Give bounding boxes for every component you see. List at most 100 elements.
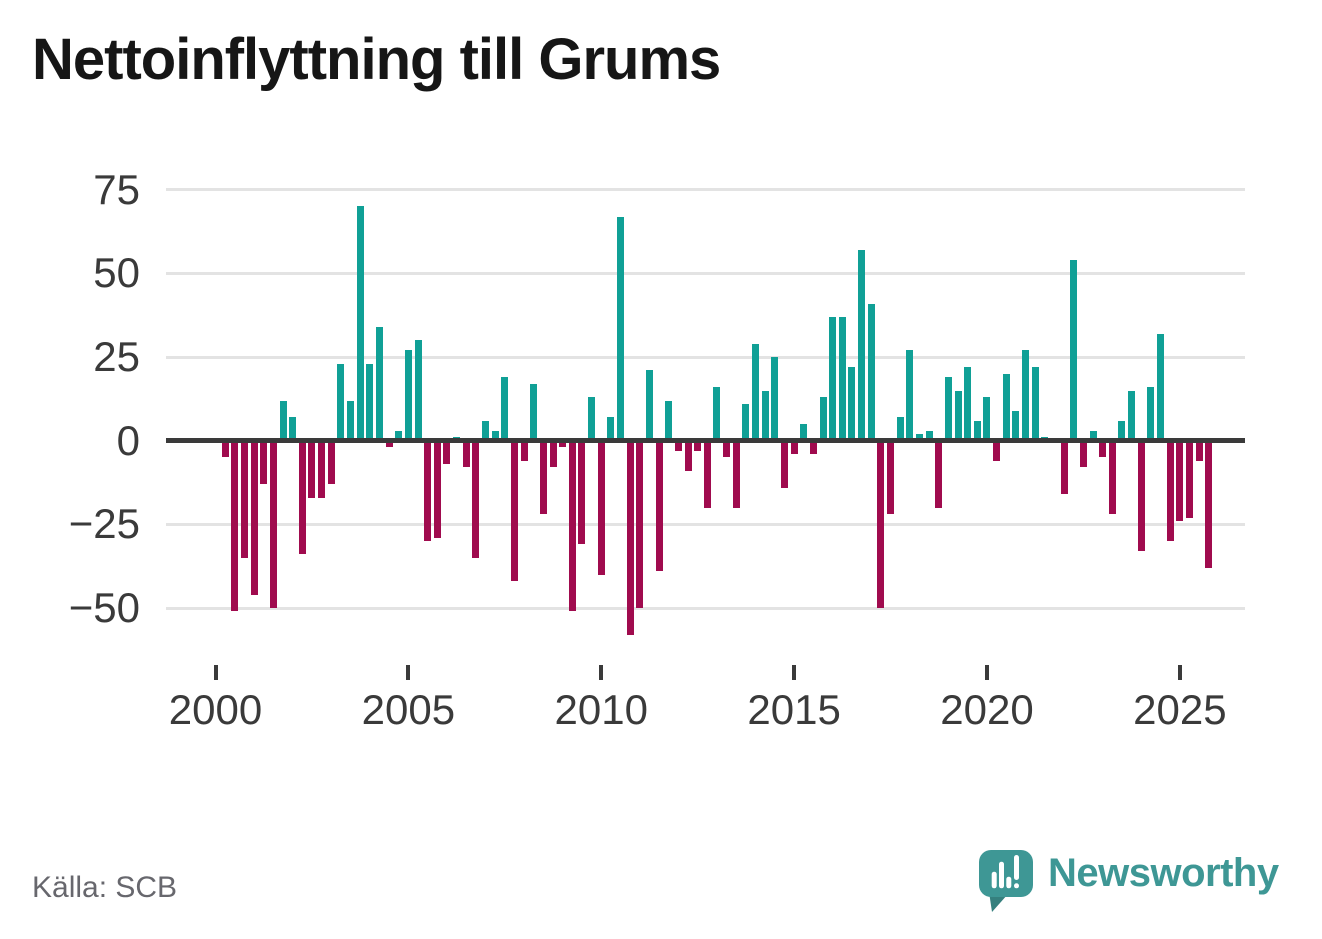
bar [462, 440, 470, 468]
bar [645, 370, 653, 441]
bar [491, 430, 499, 441]
bar [848, 367, 856, 441]
source-label: Källa: SCB [32, 871, 178, 904]
bar [993, 440, 1001, 461]
bar [607, 417, 615, 441]
x-tick-label: 2025 [1133, 686, 1227, 733]
bar [318, 440, 326, 498]
bar [819, 397, 827, 441]
y-tick-label: 50 [93, 249, 140, 297]
bar [655, 440, 663, 572]
bar [983, 397, 991, 441]
bar [838, 316, 846, 441]
bar [1031, 367, 1039, 441]
bar [925, 430, 933, 441]
bar [482, 420, 490, 441]
chart-title: Nettoinflyttning till Grums [32, 27, 721, 92]
x-tick-label: 2010 [554, 686, 648, 733]
bar [723, 440, 731, 458]
gridline [166, 606, 1245, 610]
gridline [166, 522, 1245, 526]
x-tick-mark [406, 665, 411, 680]
bar [694, 440, 702, 451]
gridline [166, 355, 1245, 359]
bar [752, 343, 760, 441]
bar [472, 440, 480, 558]
bar [404, 350, 412, 441]
bar [1079, 440, 1087, 468]
bar [674, 440, 682, 451]
bar [1128, 390, 1136, 441]
bar [269, 440, 277, 608]
bar [790, 440, 798, 455]
bar [780, 440, 788, 488]
bar [443, 440, 451, 465]
bar [1012, 410, 1020, 441]
bar [559, 440, 567, 448]
bar [395, 430, 403, 441]
x-tick-mark [792, 665, 797, 680]
x-tick-label: 2015 [747, 686, 841, 733]
bar [568, 440, 576, 612]
bar [1099, 440, 1107, 458]
bar [1205, 440, 1213, 568]
x-tick-mark [213, 665, 218, 680]
bar [896, 417, 904, 441]
y-tick-label: 25 [93, 333, 140, 381]
x-tick-label: 2005 [361, 686, 456, 733]
bar [1108, 440, 1116, 515]
newsworthy-logo-icon [979, 850, 1033, 912]
bar [520, 440, 528, 461]
brand-footer: Newsworthy [978, 848, 1308, 918]
bar [1147, 387, 1155, 441]
x-tick-mark [1177, 665, 1182, 680]
y-tick-label: 0 [116, 416, 140, 464]
brand-name: Newsworthy [1048, 851, 1279, 895]
bar [356, 206, 364, 441]
bar [626, 440, 634, 635]
bar [906, 350, 914, 441]
x-tick-label: 2020 [940, 686, 1034, 733]
bar [973, 420, 981, 441]
gridline [166, 271, 1245, 275]
bar [732, 440, 740, 508]
bar [414, 340, 422, 441]
bar [597, 440, 605, 575]
bar [588, 397, 596, 441]
bar [260, 440, 268, 485]
bar [375, 326, 383, 441]
bar [279, 400, 287, 441]
bar [298, 440, 306, 555]
bar [1166, 440, 1174, 542]
bar [530, 383, 538, 441]
bar [742, 403, 750, 441]
plot-area [166, 178, 1245, 664]
bar [829, 316, 837, 441]
bar [424, 440, 432, 542]
bar [1002, 373, 1010, 441]
bar [337, 363, 345, 441]
bar [1089, 430, 1097, 441]
bar [1022, 350, 1030, 441]
bar [877, 440, 885, 608]
bar [539, 440, 547, 515]
bar [887, 440, 895, 515]
bar [549, 440, 557, 468]
x-tick-mark [599, 665, 604, 680]
bar [327, 440, 335, 485]
bar [240, 440, 248, 558]
bar [684, 440, 692, 471]
y-tick-label: −50 [68, 584, 140, 631]
bar [1185, 440, 1193, 518]
bar [954, 390, 962, 441]
x-tick-mark [984, 665, 989, 680]
bar [800, 423, 808, 441]
bar [964, 367, 972, 441]
bar [250, 440, 258, 595]
bar [347, 400, 354, 441]
bar [713, 387, 721, 441]
bar [761, 390, 769, 441]
bar [858, 249, 866, 441]
bar [1157, 333, 1165, 441]
